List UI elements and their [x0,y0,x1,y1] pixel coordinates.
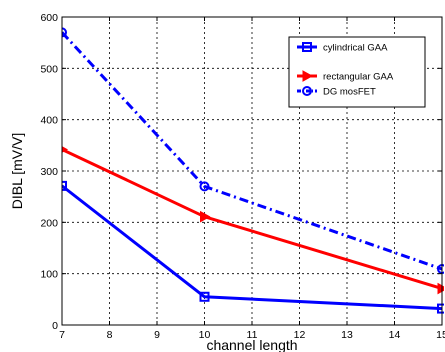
legend-marker [302,86,312,96]
y-tick-label: 100 [40,269,58,281]
x-tick-label: 7 [59,329,65,341]
x-tick-label: 14 [389,329,401,341]
series-line [62,184,443,311]
y-tick-label: 500 [40,63,58,75]
y-axis-title: DIBL [mV/V] [9,133,25,210]
grid [62,17,442,325]
data-point [62,27,67,38]
legend-marker [302,70,314,82]
legend-label: cylindrical GAA [323,43,388,54]
x-tick-label: 8 [107,329,113,341]
data-point [200,210,211,223]
y-tick-label: 200 [40,217,58,229]
data-point [199,291,210,302]
y-tick-label: 400 [40,115,58,127]
x-tick-label: 10 [199,329,211,341]
y-tick-label: 300 [40,166,58,178]
legend: cylindrical GAA rectangular GAA DG mosFET [288,36,426,108]
series-group [62,27,444,314]
x-tick-label: 13 [341,329,353,341]
series-cylindrical-gaa [62,180,444,314]
legend-marker [302,42,312,52]
ticks: 7 8 9 10 11 12 13 14 15 0 100 200 300 400 500 600 [40,12,445,341]
y-tick-label: 0 [52,320,58,332]
y-tick-label: 600 [40,12,58,24]
series-line [62,31,443,271]
x-axis-title: channel length [206,337,297,352]
legend-label: DG mosFET [323,87,376,98]
data-point [199,181,210,192]
legend-label: rectangular GAA [323,72,394,83]
x-tick-label: 11 [247,329,258,341]
x-tick-label: 15 [436,329,445,341]
data-point [62,180,67,191]
x-tick-label: 9 [154,329,160,341]
x-tick-label: 12 [294,329,306,341]
